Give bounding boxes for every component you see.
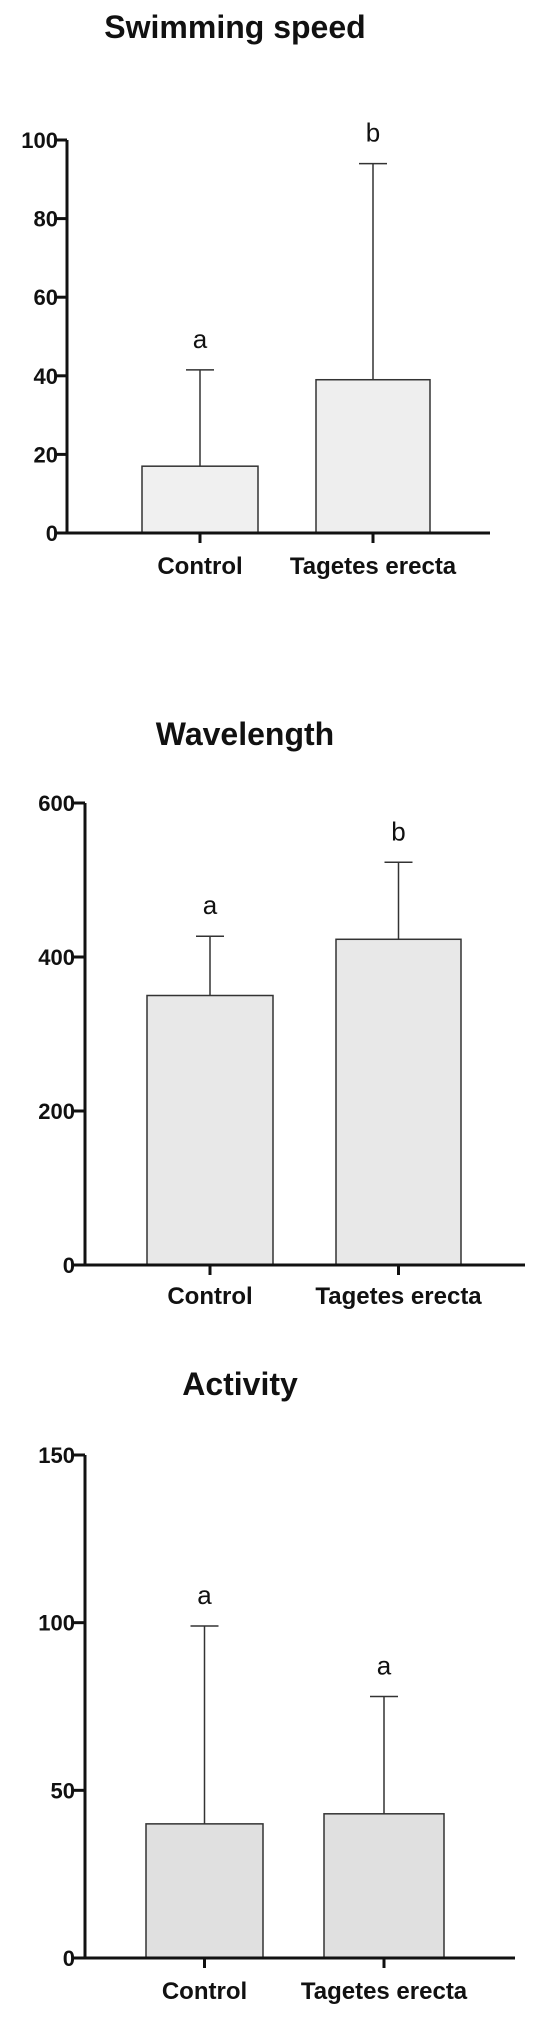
- significance-label: a: [193, 324, 208, 354]
- bar-control: [141, 465, 259, 534]
- y-tick-label: 600: [38, 791, 75, 816]
- category-label: Control: [162, 1978, 247, 2005]
- chart-title: Wavelength: [156, 716, 334, 752]
- chart-3: Activity a Control a Tagetes erecta 0 50 100 150: [38, 1366, 515, 2005]
- y-tick-label: 20: [34, 442, 58, 467]
- significance-label: a: [197, 1580, 212, 1610]
- y-tick-label: 150: [38, 1443, 75, 1468]
- chart-1: Swimming speed a Control b Tagetes erecta 0 20…: [21, 9, 490, 580]
- significance-label: a: [377, 1650, 392, 1680]
- bar-tagetes-erecta: [335, 938, 462, 1266]
- y-tick-label: 100: [38, 1611, 75, 1636]
- y-tick-label: 0: [46, 521, 58, 546]
- y-tick-label: 0: [63, 1946, 75, 1971]
- y-tick-label: 100: [21, 128, 58, 153]
- bar-control: [145, 1823, 264, 1959]
- category-label: Tagetes erecta: [315, 1283, 482, 1310]
- category-label: Tagetes erecta: [290, 553, 457, 580]
- bar-control: [146, 994, 274, 1266]
- category-label: Control: [157, 553, 242, 580]
- bar-tagetes-erecta: [323, 1813, 445, 1959]
- significance-label: b: [391, 816, 405, 846]
- bar-tagetes-erecta: [315, 378, 431, 534]
- y-tick-label: 80: [34, 207, 58, 232]
- chart-title: Activity: [182, 1366, 298, 1402]
- y-tick-label: 400: [38, 945, 75, 970]
- y-tick-label: 60: [34, 285, 58, 310]
- chart-2: Wavelength a Control b Tagetes erecta 0 200 400…: [38, 716, 525, 1310]
- y-tick-label: 0: [63, 1253, 75, 1278]
- category-label: Tagetes erecta: [301, 1978, 468, 2005]
- category-label: Control: [167, 1283, 252, 1310]
- chart-title: Swimming speed: [104, 9, 365, 45]
- significance-label: b: [366, 118, 380, 148]
- y-tick-label: 50: [51, 1778, 75, 1803]
- significance-label: a: [203, 890, 218, 920]
- y-tick-label: 40: [34, 364, 58, 389]
- y-tick-label: 200: [38, 1099, 75, 1124]
